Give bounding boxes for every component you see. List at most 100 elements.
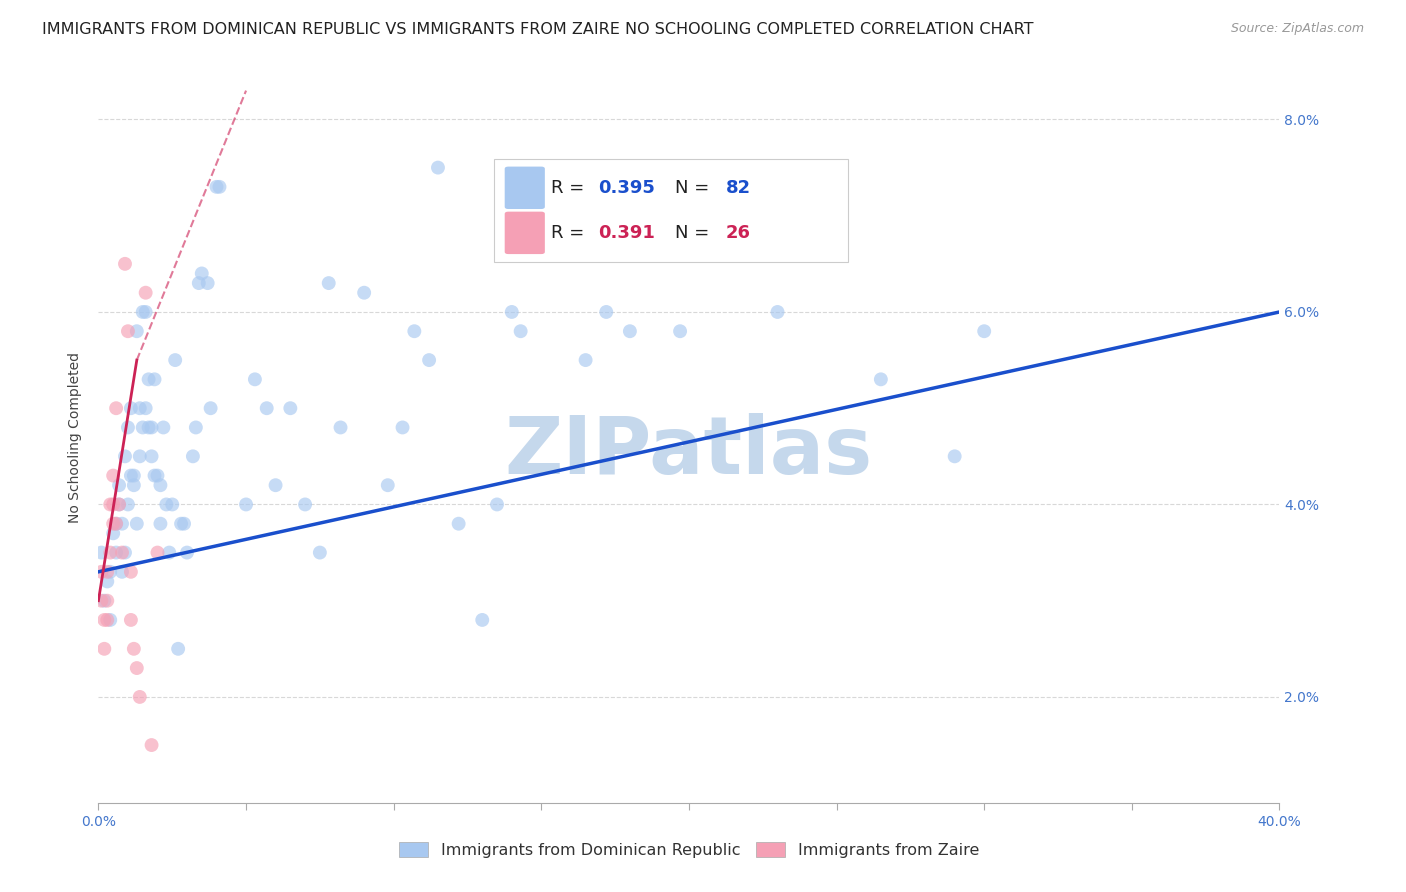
FancyBboxPatch shape <box>494 159 848 261</box>
Text: R =: R = <box>551 178 589 197</box>
Point <box>105 545 128 559</box>
Point <box>90 593 112 607</box>
Point <box>155 498 177 512</box>
Point <box>191 267 214 281</box>
Point <box>120 613 142 627</box>
Point <box>152 420 174 434</box>
Point <box>96 613 118 627</box>
Point <box>98 565 121 579</box>
Point <box>205 179 228 194</box>
Point <box>135 285 157 300</box>
Point <box>93 641 115 656</box>
Point <box>111 545 134 559</box>
Point <box>111 516 134 531</box>
Point <box>165 353 187 368</box>
Point <box>329 420 352 434</box>
Point <box>96 574 118 589</box>
Point <box>96 593 118 607</box>
Point <box>96 565 118 579</box>
Text: IMMIGRANTS FROM DOMINICAN REPUBLIC VS IMMIGRANTS FROM ZAIRE NO SCHOOLING COMPLET: IMMIGRANTS FROM DOMINICAN REPUBLIC VS IM… <box>42 22 1033 37</box>
Point <box>103 526 125 541</box>
Point <box>103 498 125 512</box>
Point <box>117 498 139 512</box>
Point <box>132 305 155 319</box>
Point <box>309 545 332 559</box>
Point <box>187 276 209 290</box>
Point <box>93 613 115 627</box>
Point <box>108 498 131 512</box>
Point <box>141 738 163 752</box>
Point <box>114 545 136 559</box>
Point <box>143 468 166 483</box>
Point <box>114 450 136 464</box>
Point <box>138 372 160 386</box>
Point <box>125 324 148 338</box>
Point <box>93 593 115 607</box>
Point <box>120 401 142 416</box>
Point <box>162 498 183 512</box>
Point <box>595 305 617 319</box>
Point <box>141 420 163 434</box>
Point <box>509 324 531 338</box>
Text: R =: R = <box>551 224 589 242</box>
Point <box>143 372 166 386</box>
Point <box>138 420 160 434</box>
Point <box>108 478 131 492</box>
Point <box>943 450 966 464</box>
Point <box>170 516 193 531</box>
Point <box>235 498 257 512</box>
Point <box>167 641 190 656</box>
Point <box>146 545 169 559</box>
Point <box>501 305 523 319</box>
Point <box>135 305 157 319</box>
Point <box>447 516 470 531</box>
Point <box>619 324 641 338</box>
Text: 0.395: 0.395 <box>598 178 655 197</box>
Point <box>135 401 157 416</box>
Y-axis label: No Schooling Completed: No Schooling Completed <box>69 351 83 523</box>
Text: ZIPatlas: ZIPatlas <box>505 413 873 491</box>
Point <box>103 516 125 531</box>
Point <box>128 690 150 704</box>
Point <box>353 285 375 300</box>
Point <box>391 420 413 434</box>
Point <box>294 498 316 512</box>
Point <box>870 372 893 386</box>
Point <box>128 401 150 416</box>
Point <box>120 565 142 579</box>
FancyBboxPatch shape <box>505 167 546 209</box>
Point <box>132 420 155 434</box>
Point <box>108 498 131 512</box>
Point <box>973 324 995 338</box>
Point <box>669 324 692 338</box>
Point <box>146 468 169 483</box>
Point <box>105 401 128 416</box>
FancyBboxPatch shape <box>505 211 546 254</box>
Text: N =: N = <box>675 178 714 197</box>
Point <box>141 450 163 464</box>
Point <box>90 565 112 579</box>
Point <box>117 420 139 434</box>
Point <box>120 468 142 483</box>
Point <box>200 401 222 416</box>
Point <box>98 545 121 559</box>
Text: 0.391: 0.391 <box>598 224 655 242</box>
Point <box>117 324 139 338</box>
Point <box>418 353 440 368</box>
Point <box>111 565 134 579</box>
Point <box>404 324 426 338</box>
Point <box>208 179 231 194</box>
Point <box>184 420 207 434</box>
Text: 82: 82 <box>725 178 751 197</box>
Point <box>149 478 172 492</box>
Point <box>90 545 112 559</box>
Point <box>125 661 148 675</box>
Point <box>471 613 494 627</box>
Point <box>575 353 598 368</box>
Text: Source: ZipAtlas.com: Source: ZipAtlas.com <box>1230 22 1364 36</box>
Point <box>243 372 266 386</box>
Point <box>122 468 145 483</box>
Text: N =: N = <box>675 224 714 242</box>
Point <box>766 305 789 319</box>
Point <box>318 276 340 290</box>
